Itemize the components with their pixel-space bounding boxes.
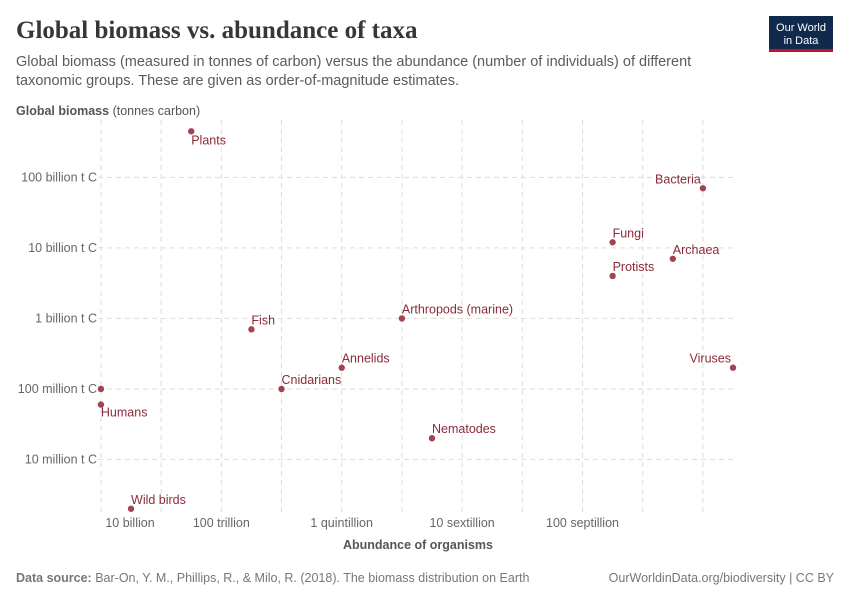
point xyxy=(338,364,345,371)
point-label: Nematodes xyxy=(432,422,496,436)
y-axis-label: Global biomass xyxy=(16,104,109,118)
point-label: Protists xyxy=(613,260,655,274)
logo-text: in Data xyxy=(784,35,820,47)
point-label: Wild birds xyxy=(131,493,186,507)
point-label: Humans xyxy=(101,406,148,420)
point xyxy=(609,272,616,280)
point xyxy=(97,401,105,408)
y-axis-unit: (tonnes carbon) xyxy=(113,104,201,118)
y-tick-label: 10 billion t C xyxy=(28,241,97,255)
y-tick-label: 100 billion t C xyxy=(21,170,97,184)
point-label: Arthropods (marine) xyxy=(402,302,513,316)
point xyxy=(188,128,195,135)
x-axis-title: Abundance of organisms xyxy=(343,538,493,552)
x-tick-label: 100 trillion xyxy=(193,516,250,530)
point xyxy=(428,435,436,442)
y-tick-label: 100 million t C xyxy=(18,382,97,396)
y-tick-label: 1 billion t C xyxy=(35,311,97,325)
chart-title: Global biomass vs. abundance of taxa xyxy=(16,17,418,44)
url[interactable]: OurWorldinData.org/biodiversity | CC BY xyxy=(609,571,835,585)
source-label: Data source: xyxy=(16,571,92,585)
x-tick-label: 10 billion xyxy=(105,516,154,530)
point-label: Plants xyxy=(191,133,226,147)
point xyxy=(127,505,135,512)
point xyxy=(669,255,677,262)
x-tick-label: 1 quintillion xyxy=(310,516,373,530)
x-tick-label: 10 sextillion xyxy=(429,516,494,530)
y-tick-label: 10 million t C xyxy=(25,452,97,466)
point-label: Archaea xyxy=(673,243,720,257)
logo-bar xyxy=(769,49,833,52)
x-tick-label: 100 septillion xyxy=(546,516,619,530)
logo-text: Our World xyxy=(776,22,826,34)
point xyxy=(278,385,285,393)
point xyxy=(729,364,737,371)
point xyxy=(699,185,707,192)
point xyxy=(398,315,406,322)
point-label: Bacteria xyxy=(655,172,701,186)
point-label: Annelids xyxy=(342,352,390,366)
subtitle-line: taxonomic groups. These are given as ord… xyxy=(16,73,459,89)
point-label: Cnidarians xyxy=(282,373,342,387)
logo[interactable] xyxy=(769,16,833,52)
point-label: Fungi xyxy=(613,226,644,240)
point-label: Viruses xyxy=(690,352,731,366)
point xyxy=(248,326,255,333)
y-axis-title: Global biomass (tonnes carbon) xyxy=(16,104,200,118)
subtitle-line: Global biomass (measured in tonnes of ca… xyxy=(16,54,691,70)
point-label: Fish xyxy=(251,313,275,327)
source-text: Bar-On, Y. M., Phillips, R., & Milo, R. … xyxy=(95,571,529,585)
point xyxy=(97,385,105,393)
point xyxy=(609,239,616,246)
source: Data source: Bar-On, Y. M., Phillips, R.… xyxy=(16,571,529,585)
